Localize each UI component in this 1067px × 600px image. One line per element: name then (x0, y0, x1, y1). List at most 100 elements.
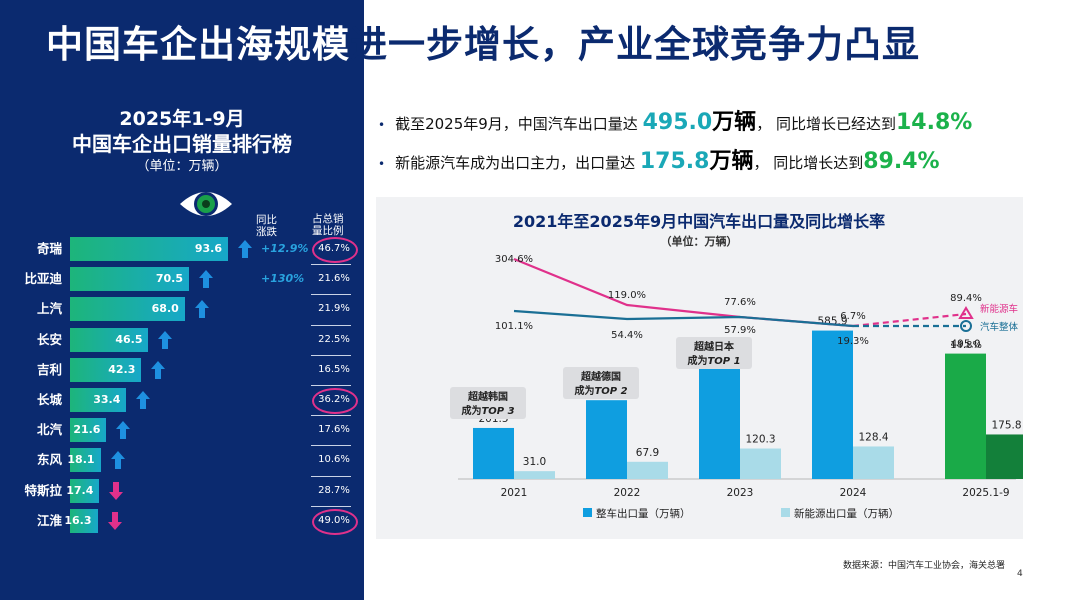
arrow-down-icon (107, 511, 122, 530)
nev-growth-label: 119.0% (608, 290, 646, 301)
sales-value: 46.5 (115, 332, 143, 346)
sales-bar: 68.0 (70, 297, 185, 322)
milestone-line2: 成为TOP 2 (574, 384, 627, 397)
highlight-circle (312, 237, 358, 263)
nev-growth-label: 304.6% (495, 254, 533, 265)
nev-growth-label: 89.4% (950, 293, 982, 304)
yoy-change: +130% (261, 272, 305, 286)
bullet-2-percent: 89.4% (863, 149, 940, 174)
arrow-up-icon (238, 240, 252, 258)
eye-icon (180, 192, 232, 216)
sales-bar: 70.5 (70, 267, 189, 292)
legend-label-nev: 新能源出口量（万辆） (794, 507, 899, 520)
sales-bar: 17.4 (66, 478, 100, 503)
bullet-dot: • (378, 118, 386, 132)
nev-line-legend: 新能源车 (980, 303, 1018, 315)
share-column-header: 占总销 量比例 (312, 213, 344, 237)
brand-name: 江淮 (36, 512, 62, 528)
x-tick-label: 2023 (727, 487, 754, 499)
total-export-bar (586, 400, 627, 479)
sales-value: 21.6 (73, 423, 101, 437)
sales-bar: 42.3 (70, 357, 142, 382)
share-header-line1: 占总销 (312, 213, 344, 225)
nev-export-bar (740, 448, 781, 479)
brand-name: 东风 (36, 452, 62, 468)
sales-value: 17.4 (66, 483, 94, 497)
row-divider (311, 294, 351, 296)
share-value: 22.5% (318, 333, 350, 345)
bullet-2-mid: ， 同比增长达到 (753, 154, 864, 172)
brand-name: 比亚迪 (24, 271, 62, 287)
arrow-up-icon (194, 300, 209, 319)
page-number: 4 (1017, 569, 1023, 579)
ranking-row: 长城 33.4 36.2% (0, 388, 364, 414)
nev-export-bar (853, 446, 894, 479)
arrow-up-icon (158, 330, 173, 349)
nev-export-bar (627, 461, 668, 479)
brand-name: 上汽 (36, 301, 62, 317)
ranking-row: 上汽 68.0 21.9% (0, 297, 364, 322)
yoy-change: +12.9% (261, 242, 309, 255)
total-export-bar (473, 427, 514, 479)
row-divider (311, 415, 351, 417)
sales-value: 16.3 (64, 513, 92, 527)
chart-title: 2021年至2025年9月中国汽车出口量及同比增长率 (513, 212, 885, 231)
sales-bar: 18.1 (67, 448, 101, 473)
milestone-line2: 成为TOP 1 (687, 354, 740, 367)
bullet-1-text: 截至2025年9月，中国汽车出口量达 (395, 115, 643, 133)
bullet-1: • 截至2025年9月，中国汽车出口量达 495.0万辆， 同比增长已经达到14.… (378, 104, 972, 136)
share-value: 16.5% (318, 363, 350, 375)
total-growth-label: 101.1% (495, 321, 533, 332)
bullet-dot: • (378, 157, 386, 171)
total-line-legend: 汽车整体 (980, 321, 1019, 333)
sales-bar: 33.4 (70, 388, 127, 412)
brand-name: 长城 (36, 392, 62, 407)
sales-value: 42.3 (108, 362, 136, 376)
highlight-circle (312, 388, 358, 414)
bullet-1-unit: 万辆 (712, 110, 757, 135)
total-export-bar (812, 330, 853, 479)
ranking-row: 特斯拉 17.4 28.7% (0, 478, 364, 503)
sales-bar: 93.6 (70, 237, 228, 261)
milestone-box (563, 367, 639, 399)
milestone-rank: TOP 2 (594, 386, 627, 397)
yoy-column-header: 同比 涨跌 (256, 214, 277, 238)
sales-value: 33.4 (93, 393, 121, 406)
arrow-up-icon (136, 391, 151, 409)
bullet-1-number: 495.0 (642, 110, 713, 135)
bullet-1-mid: ， 同比增长已经达到 (756, 115, 896, 133)
arrow-up-icon (151, 360, 166, 379)
bullet-1-percent: 14.8% (895, 110, 973, 135)
milestone-rank: TOP 3 (481, 406, 514, 417)
bullet-2-text: 新能源汽车成为出口主力，出口量达 (395, 154, 640, 172)
chart-subtitle: （单位：万辆） (661, 234, 738, 248)
nev-value-label: 67.9 (636, 447, 659, 459)
total-growth-label: 57.9% (724, 325, 756, 336)
total-growth-label: 14.8% (950, 340, 982, 351)
ranking-row: 东风 18.1 10.6% (0, 448, 364, 473)
export-chart: 2021年至2025年9月中国汽车出口量及同比增长率（单位：万辆）201.531… (450, 212, 1027, 520)
title-part-1: 中国车企出海规模 (46, 23, 350, 66)
legend-swatch-nev (781, 508, 790, 517)
milestone-box (676, 337, 752, 369)
share-value: 21.9% (318, 303, 350, 315)
milestone-box (450, 387, 526, 419)
milestone-line2: 成为TOP 3 (461, 404, 514, 417)
brand-name: 奇瑞 (36, 241, 62, 256)
total-export-bar (945, 353, 986, 479)
total-line-end-marker (960, 320, 972, 332)
nev-value-label: 31.0 (523, 456, 546, 468)
legend-label-total: 整车出口量（万辆） (596, 507, 691, 520)
total-value-label: 495.0 (950, 339, 980, 351)
milestone-line1: 超越日本 (693, 340, 735, 353)
bullet-2-unit: 万辆 (709, 149, 754, 174)
ranking-title-line2: 中国车企出口销量排行榜 (72, 132, 292, 156)
milestone-line1: 超越德国 (580, 370, 621, 383)
sales-value: 93.6 (194, 242, 222, 255)
nev-value-label: 120.3 (745, 434, 775, 446)
share-value: 28.7% (318, 484, 350, 496)
ranking-row: 比亚迪 70.5 +130% 21.6% (0, 267, 364, 292)
nev-line-end-marker (958, 306, 974, 319)
row-divider (311, 354, 351, 356)
milestone-line1: 超越韩国 (467, 390, 508, 403)
